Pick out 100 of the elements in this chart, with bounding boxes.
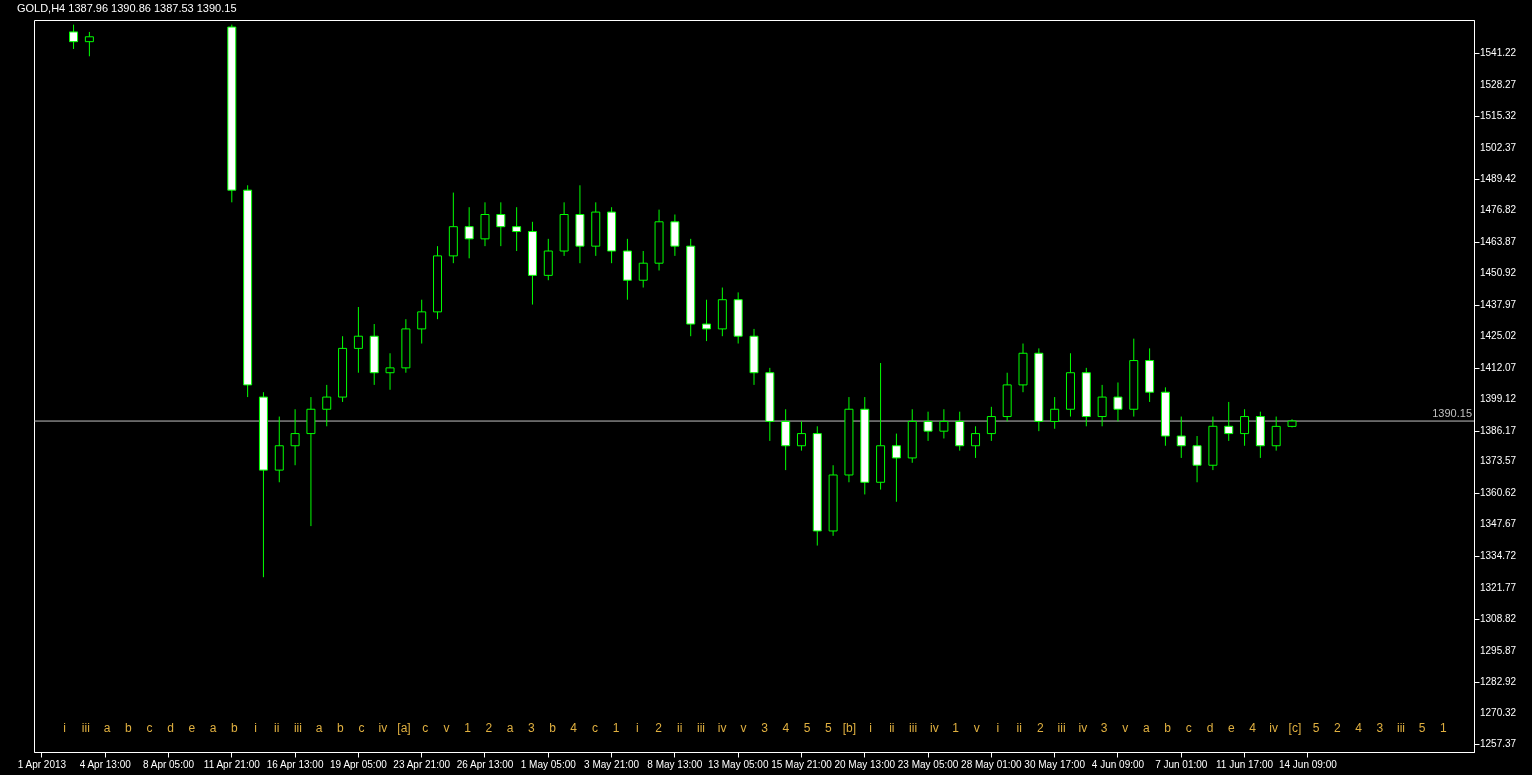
y-tick-label: 1399.12	[1480, 393, 1517, 405]
y-tick-label: 1334.72	[1480, 549, 1517, 561]
annotation: a	[209, 721, 217, 735]
y-tick-label: 1373.57	[1480, 455, 1517, 467]
annotation: [b]	[842, 721, 857, 735]
x-tick-label: 4 Jun 09:00	[1091, 758, 1145, 770]
y-tick-label: 1489.42	[1480, 173, 1517, 185]
candlestick	[417, 299, 427, 345]
x-tick-label: 23 May 05:00	[897, 758, 959, 770]
annotation: 2	[1333, 721, 1341, 735]
annotation: 2	[485, 721, 493, 735]
annotation: iii	[1396, 721, 1405, 735]
x-tick-label: 11 Apr 21:00	[203, 758, 261, 770]
candlestick	[971, 425, 981, 459]
y-tick-label: 1528.27	[1480, 78, 1517, 90]
annotation: iv	[929, 721, 939, 735]
annotation: iii	[696, 721, 705, 735]
annotation: v	[443, 721, 450, 735]
annotation: d	[167, 721, 175, 735]
annotation: [a]	[397, 721, 411, 735]
candlestick	[290, 408, 300, 466]
candlestick	[512, 206, 522, 252]
ref-line-label: 1390.15	[1432, 407, 1472, 420]
annotation: b	[1164, 721, 1172, 735]
annotation: ii	[274, 721, 280, 735]
annotation: i	[636, 721, 639, 735]
y-tick-label: 1476.82	[1480, 204, 1517, 216]
y-tick-label: 1347.67	[1480, 518, 1517, 530]
annotation: a	[1143, 721, 1151, 735]
annotation: i	[254, 721, 257, 735]
y-tick-label: 1295.87	[1480, 644, 1517, 656]
annotation: 3	[527, 721, 535, 735]
candlestick	[702, 299, 712, 342]
annotation: c	[146, 721, 153, 735]
x-tick-label: 8 Apr 05:00	[142, 758, 195, 770]
x-tick-label: 11 Jun 17:00	[1216, 758, 1274, 770]
annotation: c	[358, 721, 365, 735]
y-tick-label: 1541.22	[1480, 47, 1517, 59]
candlestick	[891, 433, 901, 503]
candlestick	[986, 406, 996, 442]
candlestick	[84, 31, 94, 57]
y-tick-label: 1321.77	[1480, 581, 1517, 593]
candlestick	[353, 306, 363, 374]
annotation: iii	[1057, 721, 1066, 735]
annotation: b	[549, 721, 557, 735]
y-tick-label: 1282.92	[1480, 676, 1517, 688]
y-tick-label: 1515.32	[1480, 110, 1517, 122]
annotation: 5	[1312, 721, 1320, 735]
annotation: 1	[952, 721, 960, 735]
x-tick-label: 20 May 13:00	[834, 758, 896, 770]
y-tick-label: 1386.17	[1480, 424, 1517, 436]
annotation: 4	[1249, 721, 1257, 735]
annotation: 3	[1376, 721, 1384, 735]
annotation: ii	[1016, 721, 1022, 735]
y-tick-label: 1425.02	[1480, 330, 1517, 342]
y-tick-label: 1450.92	[1480, 267, 1517, 279]
x-tick-label: 19 Apr 05:00	[330, 758, 388, 770]
x-tick-label: 3 May 21:00	[584, 758, 640, 770]
y-tick-label: 1412.07	[1480, 361, 1517, 373]
annotation: d	[1206, 721, 1214, 735]
x-tick-label: 23 Apr 21:00	[393, 758, 451, 770]
annotation: e	[1227, 721, 1235, 735]
annotation: i	[996, 721, 1000, 735]
annotation: iii	[293, 721, 302, 735]
candlestick	[69, 24, 79, 50]
x-tick-label: 4 Apr 13:00	[79, 758, 132, 770]
annotation: ii	[677, 721, 683, 735]
annotation: 1	[612, 721, 620, 735]
candlestick	[1271, 416, 1281, 452]
candlestick	[1176, 416, 1186, 459]
annotation: [c]	[1288, 721, 1302, 735]
y-tick-label: 1360.62	[1480, 486, 1517, 498]
candlestick	[939, 408, 949, 439]
y-tick-label: 1270.32	[1480, 706, 1517, 718]
annotation: a	[315, 721, 323, 735]
annotation: 5	[803, 721, 811, 735]
candlestick	[1050, 396, 1060, 430]
candlestick	[796, 420, 806, 452]
x-tick-label: 1 Apr 2013	[17, 758, 67, 770]
candlestick	[923, 411, 933, 442]
annotation: b	[337, 721, 345, 735]
annotation: 1	[1440, 721, 1448, 735]
y-tick-label: 1437.97	[1480, 298, 1517, 310]
y-tick-label: 1308.82	[1480, 613, 1517, 625]
annotation: c	[422, 721, 429, 735]
x-tick-label: 7 Jun 01:00	[1155, 758, 1208, 770]
y-tick-label: 1257.37	[1480, 738, 1517, 750]
annotation: 4	[570, 721, 578, 735]
annotation: 3	[761, 721, 769, 735]
annotation: 1	[464, 721, 472, 735]
annotation: v	[1122, 721, 1129, 735]
annotation: v	[973, 721, 980, 735]
x-tick-label: 13 May 05:00	[707, 758, 769, 770]
annotation: 5	[824, 721, 832, 735]
candlestick	[1097, 384, 1107, 427]
annotation: a	[103, 721, 111, 735]
candlestick	[322, 384, 332, 427]
annotation: iv	[717, 721, 727, 735]
annotation: iii	[909, 721, 918, 735]
chart-title: GOLD,H4 1387.96 1390.86 1387.53 1390.15	[16, 2, 237, 14]
